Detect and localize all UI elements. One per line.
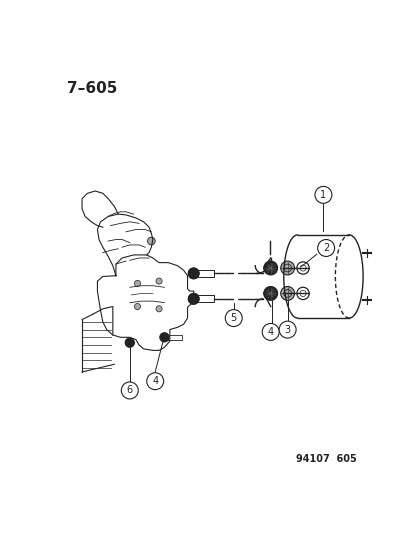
Circle shape [314, 187, 331, 203]
Circle shape [296, 262, 309, 274]
Text: 6: 6 [126, 385, 133, 395]
Circle shape [280, 287, 294, 301]
Circle shape [188, 294, 199, 304]
Circle shape [280, 261, 294, 275]
Circle shape [278, 321, 295, 338]
Text: 4: 4 [152, 376, 158, 386]
Circle shape [296, 287, 309, 300]
Circle shape [188, 268, 199, 279]
Circle shape [156, 306, 162, 312]
Circle shape [188, 268, 199, 279]
Circle shape [225, 310, 242, 327]
Circle shape [134, 280, 140, 287]
Circle shape [299, 265, 305, 271]
Circle shape [317, 239, 334, 256]
Text: 5: 5 [230, 313, 236, 323]
Bar [198, 295, 213, 302]
Bar [168, 335, 182, 340]
Circle shape [261, 324, 278, 341]
Circle shape [188, 294, 199, 304]
Text: 2: 2 [322, 243, 328, 253]
Circle shape [263, 287, 277, 301]
Circle shape [159, 333, 169, 342]
Text: 1: 1 [320, 190, 326, 200]
Circle shape [134, 303, 140, 310]
Bar [198, 270, 213, 277]
Circle shape [147, 237, 155, 245]
Circle shape [121, 382, 138, 399]
Circle shape [299, 290, 305, 296]
Text: 3: 3 [284, 325, 290, 335]
Text: 94107  605: 94107 605 [295, 454, 356, 464]
Circle shape [125, 338, 134, 348]
Circle shape [263, 261, 277, 275]
Circle shape [146, 373, 163, 390]
Text: 4: 4 [267, 327, 273, 337]
Circle shape [156, 278, 162, 284]
Text: 7–605: 7–605 [66, 81, 117, 96]
